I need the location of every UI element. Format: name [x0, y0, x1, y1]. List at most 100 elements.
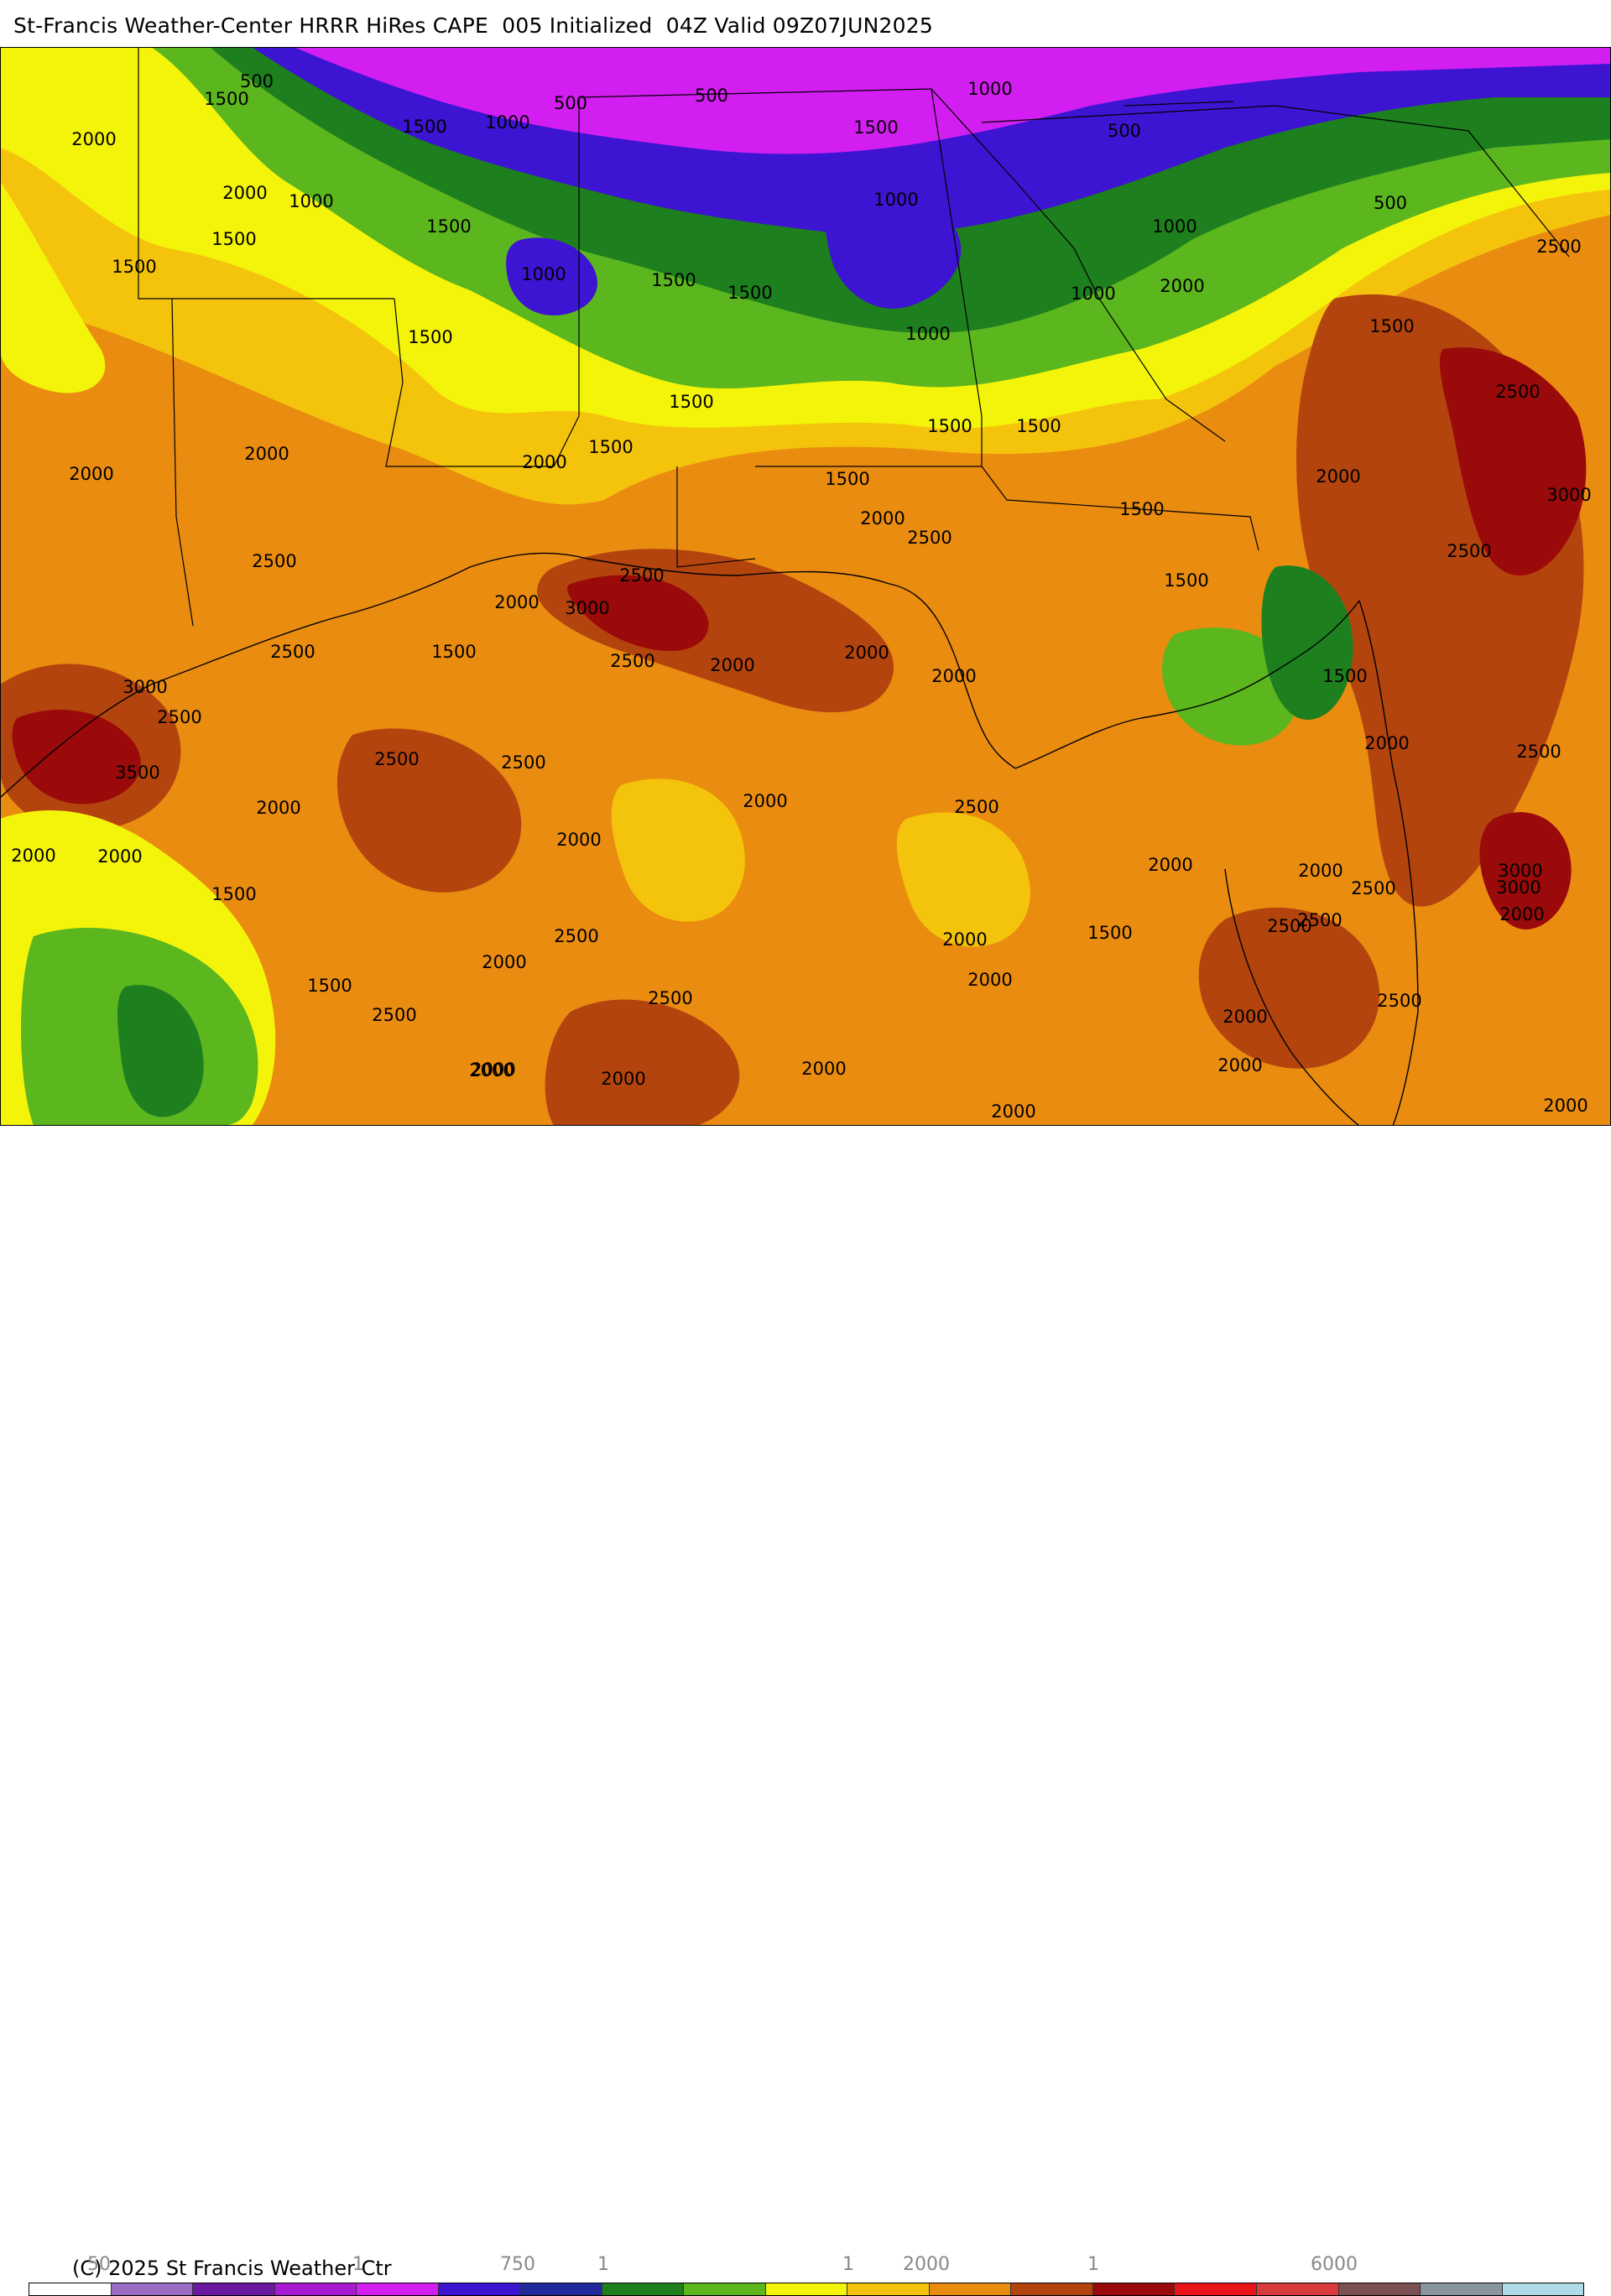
contour-label: 2500	[1267, 916, 1311, 936]
contour-label: 500	[554, 93, 587, 113]
contour-label: 2000	[1223, 1007, 1267, 1027]
contour-label: 1500	[431, 642, 476, 662]
contour-label: 3000	[1496, 877, 1541, 898]
colorbar-segment	[1092, 2283, 1176, 2295]
contour-label: 3500	[115, 763, 159, 783]
contour-label: 2500	[1351, 878, 1395, 898]
contour-label: 2000	[97, 846, 142, 867]
contour-label: 2000	[222, 183, 267, 203]
contour-label: 2000	[1543, 1096, 1588, 1116]
colorbar-segment	[357, 2283, 439, 2295]
contour-label: 1500	[204, 89, 248, 109]
contour-label: 2500	[501, 752, 545, 773]
contour-label: 1500	[426, 216, 471, 237]
contour-label: 1500	[825, 469, 869, 489]
contour-label: 2000	[244, 444, 289, 464]
contour-label: 1000	[1152, 216, 1197, 237]
colorbar-segment	[1256, 2283, 1339, 2295]
colorbar-tick-label: 1	[842, 2254, 854, 2275]
colorbar-segment	[1502, 2283, 1584, 2295]
colorbar-tick-label: 6000	[1311, 2254, 1358, 2275]
contour-label: 2500	[1447, 541, 1491, 561]
contour-label: 500	[1374, 193, 1407, 213]
contour-label: 2500	[270, 642, 315, 662]
colorbar	[29, 2283, 1584, 2296]
copyright-text: (C) 2025 St Francis Weather Ctr	[72, 2257, 392, 2280]
colorbar-tick-label: 750	[500, 2254, 535, 2275]
contour-label: 2500	[374, 749, 419, 769]
contour-label: 1500	[307, 976, 352, 996]
colorbar-segment	[274, 2283, 357, 2295]
colorbar-segment	[520, 2283, 602, 2295]
contour-label: 2500	[1377, 991, 1421, 1011]
contour-label: 2500	[954, 797, 998, 817]
contour-label: 1500	[402, 117, 446, 137]
contour-label: 1500	[669, 392, 713, 412]
colorbar-tick-label: 1	[597, 2254, 609, 2275]
contour-label: 1500	[853, 117, 898, 138]
contour-label: 2500	[372, 1005, 416, 1025]
contour-label: 1500	[588, 437, 633, 457]
colorbar-tick-label: 2000	[903, 2254, 950, 2275]
contour-label: 2000	[556, 830, 601, 850]
colorbar-segment	[602, 2283, 685, 2295]
contour-label: 2000	[469, 1060, 514, 1080]
contour-label: 1000	[873, 190, 918, 210]
contour-label: 2500	[619, 565, 664, 586]
coastline	[0, 552, 1419, 1126]
contour-label: 2000	[710, 655, 754, 675]
contour-label: 1500	[1164, 570, 1208, 591]
contour-label: 1500	[211, 884, 256, 904]
contour-label: 2000	[1499, 904, 1544, 924]
contour-label: 1500	[1369, 316, 1414, 336]
contour-label: 2000	[860, 508, 905, 528]
colorbar-segment	[684, 2283, 766, 2295]
contour-label: 1500	[1087, 923, 1132, 943]
cape-fill-layer	[0, 47, 1611, 1126]
contour-label: 2000	[1148, 855, 1192, 875]
contour-label: 2500	[252, 551, 296, 571]
contour-label: 2000	[1160, 276, 1204, 296]
contour-label: 3000	[1546, 485, 1591, 505]
map-title: St-Francis Weather-Center HRRR HiRes CAP…	[13, 13, 933, 38]
contour-label: 2000	[522, 452, 566, 472]
state-borders	[138, 47, 1570, 627]
contour-label: 3000	[565, 598, 609, 618]
colorbar-segment	[1421, 2283, 1503, 2295]
contour-label: 2000	[1217, 1055, 1262, 1075]
colorbar-segment	[847, 2283, 930, 2295]
contour-label: 2500	[610, 651, 654, 671]
contour-label: 2000	[967, 970, 1012, 990]
contour-label: 2000	[743, 791, 787, 811]
contour-label: 1000	[967, 79, 1012, 99]
contour-label: 2000	[844, 643, 889, 663]
colorbar-tick-label: 50	[87, 2254, 111, 2275]
contour-label: 2000	[71, 129, 116, 149]
contour-label: 1000	[289, 191, 333, 211]
contour-label: 2000	[1364, 733, 1409, 753]
contour-label: 1500	[651, 270, 696, 290]
contour-label: 1500	[112, 257, 156, 277]
colorbar-segment	[193, 2283, 275, 2295]
contour-label: 1000	[521, 264, 566, 284]
contour-label: 2500	[1495, 382, 1540, 402]
contour-label: 2000	[931, 666, 976, 686]
contour-label: 1500	[727, 283, 772, 303]
contour-label: 1500	[408, 327, 452, 347]
contour-label: 1500	[927, 416, 972, 436]
contour-label: 2000	[69, 464, 113, 484]
contour-label: 2500	[1297, 910, 1342, 930]
contour-label: 3000	[1498, 861, 1542, 881]
contour-label: 1500	[211, 229, 256, 249]
colorbar-segment	[1175, 2283, 1257, 2295]
colorbar-segment	[111, 2283, 194, 2295]
contour-label: 2000	[601, 1069, 645, 1089]
colorbar-segment	[29, 2283, 112, 2295]
contour-label: 1500	[1322, 666, 1367, 686]
contour-label: 2500	[648, 988, 692, 1008]
contour-label: 2000	[1298, 861, 1342, 881]
contour-label: 2500	[1516, 742, 1561, 762]
contour-label: 500	[240, 71, 274, 91]
contour-label: 500	[1108, 121, 1141, 141]
